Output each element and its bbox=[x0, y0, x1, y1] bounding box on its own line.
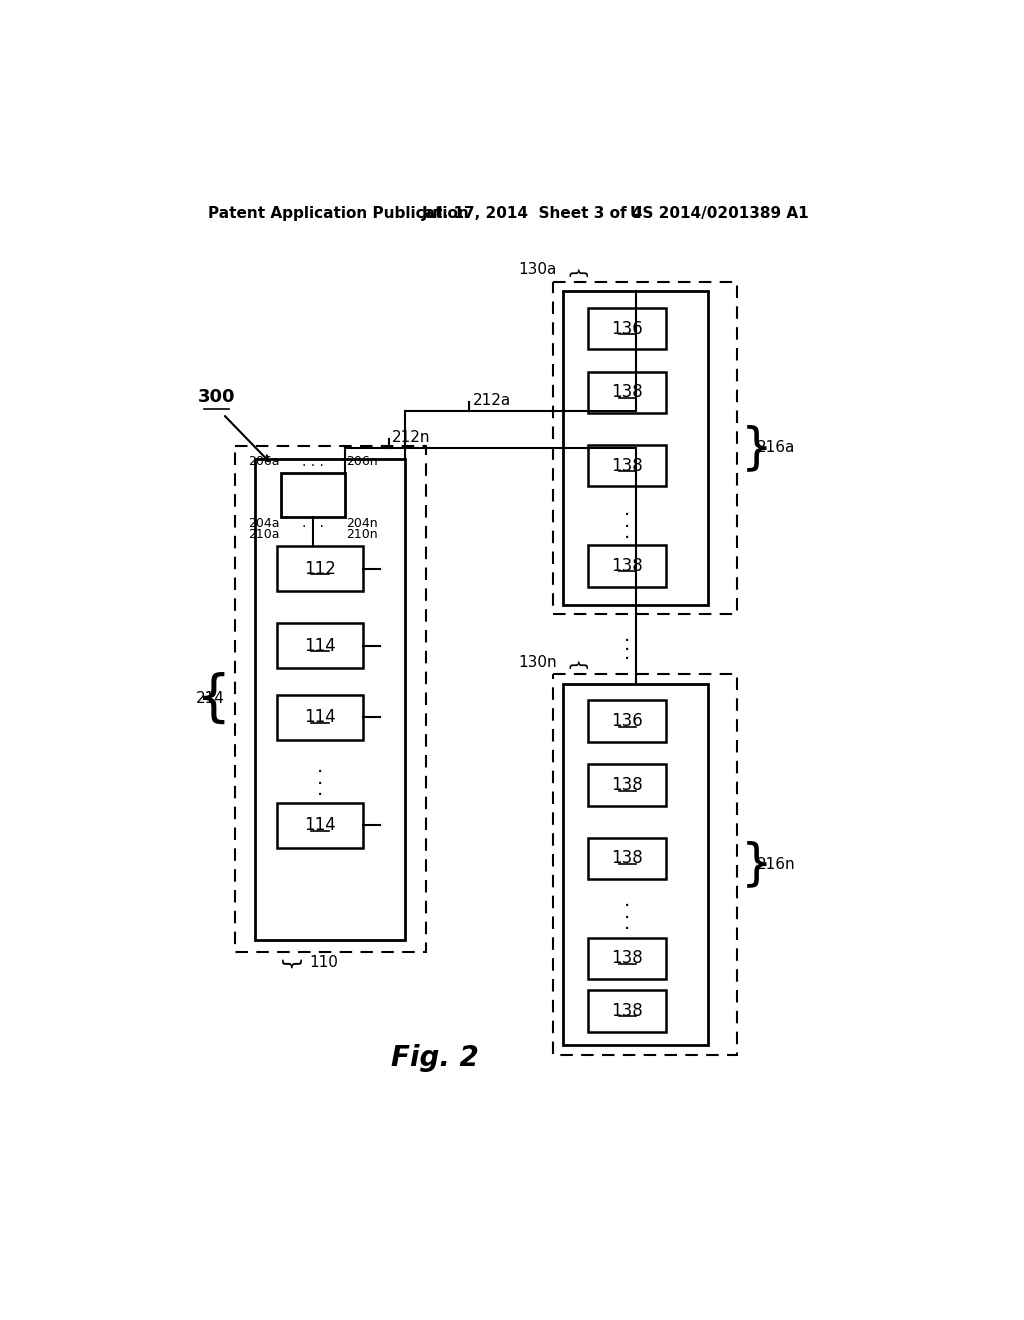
Text: 130n: 130n bbox=[518, 655, 557, 669]
Text: {: { bbox=[196, 672, 230, 726]
Bar bbox=[276, 803, 364, 847]
Text: 112: 112 bbox=[304, 560, 336, 578]
Text: 138: 138 bbox=[611, 949, 643, 968]
Bar bbox=[588, 937, 667, 979]
Text: 114: 114 bbox=[304, 709, 336, 726]
Text: Patent Application Publication: Patent Application Publication bbox=[208, 206, 468, 222]
Bar bbox=[588, 701, 667, 742]
Text: 212a: 212a bbox=[473, 392, 511, 408]
Bar bbox=[563, 684, 708, 1045]
Text: .: . bbox=[624, 500, 631, 519]
Text: 214: 214 bbox=[196, 692, 224, 706]
Text: }: } bbox=[741, 841, 773, 888]
Text: Fig. 2: Fig. 2 bbox=[391, 1044, 478, 1072]
Text: 210n: 210n bbox=[346, 528, 378, 541]
Text: 138: 138 bbox=[611, 776, 643, 795]
Bar bbox=[276, 696, 364, 739]
Text: {: { bbox=[566, 660, 586, 673]
Text: Jul. 17, 2014  Sheet 3 of 4: Jul. 17, 2014 Sheet 3 of 4 bbox=[422, 206, 643, 222]
Bar bbox=[588, 764, 667, 807]
Text: 138: 138 bbox=[611, 557, 643, 574]
Text: US 2014/0201389 A1: US 2014/0201389 A1 bbox=[630, 206, 808, 222]
Text: 136: 136 bbox=[611, 713, 643, 730]
Text: .: . bbox=[624, 626, 631, 644]
Text: . . .: . . . bbox=[302, 455, 324, 470]
Bar bbox=[588, 308, 667, 350]
Text: .: . bbox=[624, 512, 631, 531]
Text: 114: 114 bbox=[304, 816, 336, 834]
Text: .: . bbox=[316, 758, 324, 776]
Text: 130a: 130a bbox=[519, 261, 557, 277]
Text: 216a: 216a bbox=[758, 441, 796, 455]
Text: {: { bbox=[566, 268, 586, 280]
Bar bbox=[588, 837, 667, 879]
Text: 210a: 210a bbox=[249, 528, 280, 541]
Text: 138: 138 bbox=[611, 384, 643, 401]
Bar bbox=[282, 473, 345, 517]
Text: 216n: 216n bbox=[758, 857, 796, 873]
Bar bbox=[588, 372, 667, 413]
Text: 206a: 206a bbox=[249, 455, 280, 469]
Text: .: . bbox=[624, 523, 631, 543]
Text: 212n: 212n bbox=[392, 429, 431, 445]
Bar bbox=[553, 675, 737, 1055]
Text: 138: 138 bbox=[611, 849, 643, 867]
Text: . . .: . . . bbox=[302, 516, 324, 531]
Text: .: . bbox=[624, 903, 631, 921]
Text: 110: 110 bbox=[309, 956, 338, 970]
Text: {: { bbox=[280, 954, 300, 968]
Bar bbox=[276, 546, 364, 591]
Text: .: . bbox=[624, 644, 631, 663]
Text: 136: 136 bbox=[611, 319, 643, 338]
Bar bbox=[588, 445, 667, 487]
Text: }: } bbox=[741, 424, 773, 473]
Bar bbox=[588, 990, 667, 1032]
Bar bbox=[563, 290, 708, 605]
Text: 114: 114 bbox=[304, 636, 336, 655]
Bar bbox=[553, 281, 737, 614]
Text: 138: 138 bbox=[611, 457, 643, 475]
Text: .: . bbox=[624, 915, 631, 933]
Bar bbox=[276, 623, 364, 668]
Text: .: . bbox=[624, 891, 631, 911]
Text: 138: 138 bbox=[611, 1002, 643, 1020]
Text: .: . bbox=[624, 635, 631, 653]
Text: .: . bbox=[316, 780, 324, 800]
Text: 300: 300 bbox=[198, 388, 236, 407]
Bar bbox=[255, 459, 406, 940]
Text: 204a: 204a bbox=[249, 517, 280, 529]
Bar bbox=[236, 446, 426, 952]
Text: 206n: 206n bbox=[346, 455, 378, 469]
Text: .: . bbox=[316, 768, 324, 788]
Text: 204n: 204n bbox=[346, 517, 378, 529]
Bar bbox=[588, 545, 667, 586]
